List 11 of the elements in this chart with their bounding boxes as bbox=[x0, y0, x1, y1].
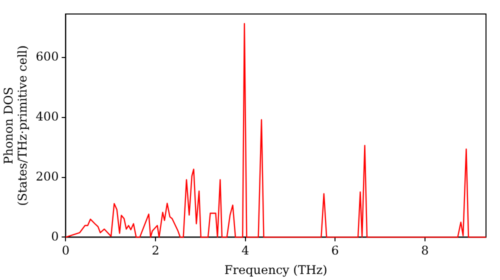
x-tick-label: 2 bbox=[152, 244, 160, 258]
x-tick-label: 4 bbox=[242, 244, 250, 258]
x-tick-label: 6 bbox=[331, 244, 339, 258]
x-axis-title: Frequency (THz) bbox=[224, 262, 328, 277]
y-tick-label: 400 bbox=[36, 109, 59, 124]
y-axis-title: Phonon DOS (States/THz·primitive cell) bbox=[1, 45, 30, 206]
y-tick-label: 200 bbox=[36, 169, 59, 184]
x-tick-label: 0 bbox=[62, 244, 70, 258]
y-tick-label: 600 bbox=[36, 50, 59, 64]
x-tick-label: 8 bbox=[421, 244, 429, 258]
y-tick-label: 0 bbox=[51, 229, 59, 244]
